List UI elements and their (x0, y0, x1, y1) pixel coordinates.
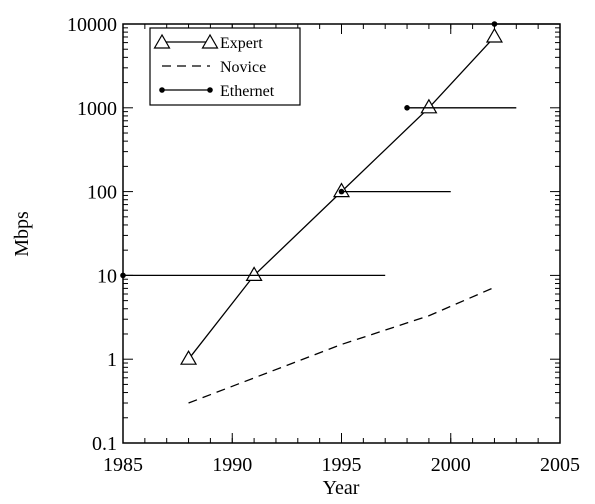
series-line (188, 286, 495, 404)
x-tick-label: 2005 (540, 454, 580, 476)
x-tick-label: 1995 (322, 454, 362, 476)
legend-marker (207, 87, 213, 93)
y-tick-label: 1 (107, 349, 117, 371)
legend-box (149, 27, 301, 106)
point (404, 105, 410, 111)
point (485, 27, 503, 43)
x-tick-label: 1985 (103, 454, 143, 476)
x-tick-label: 1990 (212, 454, 252, 476)
y-tick-label: 10000 (67, 14, 117, 36)
point (338, 188, 345, 195)
x-axis-label: Year (323, 477, 360, 499)
legend-label: Novice (220, 59, 266, 76)
point (245, 266, 263, 281)
legend-marker (201, 33, 219, 49)
point (180, 349, 198, 365)
legend-label: Ethernet (220, 83, 275, 100)
y-tick-label: 100 (87, 182, 117, 204)
y-tick-label: 1000 (77, 98, 117, 120)
point (120, 272, 126, 279)
legend-label: Expert (220, 35, 263, 52)
y-tick-label: 10 (97, 265, 117, 287)
legend-marker (153, 33, 171, 49)
y-axis-label: Mbps (11, 211, 33, 257)
point (420, 98, 438, 114)
point (491, 21, 498, 27)
x-tick-label: 2000 (431, 454, 471, 476)
legend-marker (159, 87, 165, 93)
y-tick-label: 0.1 (92, 433, 117, 455)
